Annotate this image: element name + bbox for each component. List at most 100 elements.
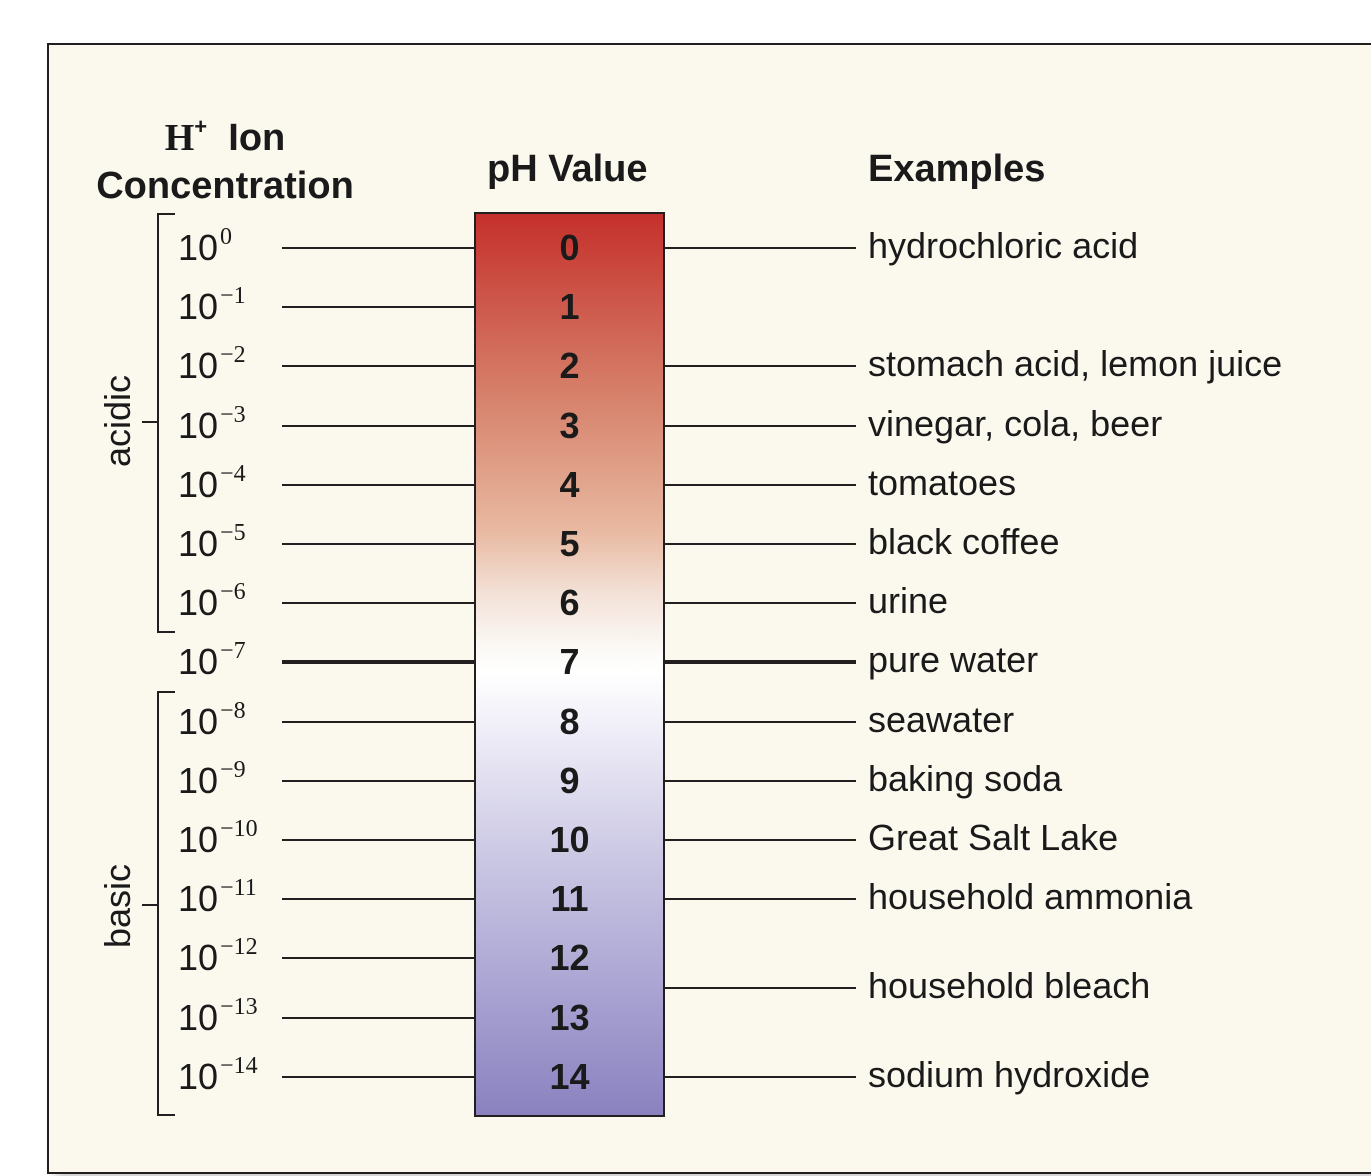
concentration-connector xyxy=(282,660,474,665)
h-symbol: H xyxy=(164,117,195,159)
example-connector xyxy=(665,483,856,486)
concentration-value: 10−12 xyxy=(178,934,258,983)
acidic-bracket-tick xyxy=(142,421,158,423)
ph-number: 10 xyxy=(549,819,590,860)
ph-number: 11 xyxy=(550,878,589,920)
concentration-base: 10 xyxy=(178,819,219,860)
concentration-connector xyxy=(282,720,474,723)
example-connector xyxy=(665,1075,856,1078)
acidic-label: acidic xyxy=(97,374,138,468)
concentration-exponent: −10 xyxy=(220,816,258,842)
concentration-exponent: −12 xyxy=(220,934,258,961)
example-label: hydrochloric acid xyxy=(868,225,1139,266)
concentration-base: 10 xyxy=(178,878,219,920)
example-label: Great Salt Lake xyxy=(868,817,1119,858)
example-label: tomatoes xyxy=(868,461,1017,503)
example-label: sodium hydroxide xyxy=(868,1053,1151,1095)
example-connector xyxy=(665,424,856,427)
concentration-exponent: −13 xyxy=(220,993,258,1020)
concentration-header: H+ Ion Concentration xyxy=(90,103,360,210)
example-label: seawater xyxy=(868,698,1015,740)
ph-number: 12 xyxy=(549,937,590,979)
example-connector xyxy=(665,602,856,605)
concentration-connector xyxy=(282,306,474,309)
basic-bracket-tick xyxy=(142,904,158,906)
example-connector xyxy=(665,720,856,723)
ph-scale-figure xyxy=(47,43,1371,1174)
concentration-base: 10 xyxy=(178,286,219,328)
concentration-connector xyxy=(282,247,474,249)
concentration-exponent: −14 xyxy=(220,1052,258,1079)
concentration-connector xyxy=(282,365,474,368)
example-label: pure water xyxy=(868,639,1039,681)
ph-gradient-bar xyxy=(474,212,665,1117)
concentration-base: 10 xyxy=(178,1055,219,1097)
concentration-connector xyxy=(282,1016,474,1019)
concentration-value: 10−1 xyxy=(178,283,246,332)
example-connector xyxy=(665,987,856,989)
concentration-value: 10−14 xyxy=(178,1053,258,1102)
concentration-value: 10−6 xyxy=(178,579,246,628)
example-connector xyxy=(665,365,856,368)
concentration-value: 10−11 xyxy=(178,875,257,924)
concentration-base: 10 xyxy=(178,937,219,979)
ph-number: 5 xyxy=(559,523,580,564)
concentration-exponent: 0 xyxy=(220,224,233,250)
concentration-base: 10 xyxy=(178,404,219,446)
concentration-value: 10−9 xyxy=(178,757,246,806)
concentration-value: 10−5 xyxy=(178,520,246,569)
concentration-connector xyxy=(282,543,474,545)
concentration-exponent: −3 xyxy=(220,401,246,428)
concentration-base: 10 xyxy=(178,582,219,624)
example-connector xyxy=(665,247,856,249)
example-connector xyxy=(665,779,856,782)
concentration-connector xyxy=(282,779,474,782)
concentration-base: 10 xyxy=(178,463,219,505)
concentration-exponent: −6 xyxy=(220,579,246,606)
example-connector xyxy=(665,543,856,545)
acidic-bracket xyxy=(157,213,175,633)
concentration-base: 10 xyxy=(178,700,219,742)
concentration-connector xyxy=(282,898,474,901)
concentration-exponent: −4 xyxy=(220,460,246,487)
concentration-exponent: −9 xyxy=(220,756,246,783)
concentration-value: 100 xyxy=(178,224,232,273)
ph-number: 14 xyxy=(549,1055,590,1097)
concentration-connector xyxy=(282,839,474,841)
concentration-value: 10−4 xyxy=(178,461,246,510)
example-connector xyxy=(665,898,856,901)
ph-number: 0 xyxy=(559,227,580,268)
concentration-base: 10 xyxy=(178,996,219,1038)
concentration-value: 10−10 xyxy=(178,816,258,865)
ph-number: 4 xyxy=(559,463,580,505)
ph-value-header: pH Value xyxy=(487,148,648,190)
ph-number: 2 xyxy=(559,345,580,387)
concentration-exponent: −7 xyxy=(220,638,246,665)
concentration-connector xyxy=(282,957,474,960)
ph-number: 9 xyxy=(559,759,580,801)
example-label: stomach acid, lemon juice xyxy=(868,343,1283,385)
concentration-base: 10 xyxy=(178,523,219,564)
ph-number: 3 xyxy=(559,404,580,446)
basic-label: basic xyxy=(97,863,138,949)
concentration-exponent: −11 xyxy=(220,875,257,902)
example-label: vinegar, cola, beer xyxy=(868,402,1163,444)
concentration-value: 10−13 xyxy=(178,994,258,1043)
ph-number: 13 xyxy=(549,996,590,1038)
concentration-value: 10−8 xyxy=(178,698,246,747)
ph-number: 6 xyxy=(559,582,580,624)
concentration-base: 10 xyxy=(178,759,219,801)
example-label: black coffee xyxy=(868,521,1060,562)
example-label: baking soda xyxy=(868,757,1063,799)
concentration-exponent: −1 xyxy=(220,283,246,310)
concentration-exponent: −8 xyxy=(220,697,246,724)
concentration-value: 10−7 xyxy=(178,638,246,687)
ph-number: 7 xyxy=(559,641,580,683)
example-connector xyxy=(665,839,856,841)
example-label: household bleach xyxy=(868,965,1151,1006)
concentration-connector xyxy=(282,602,474,605)
concentration-label: Concentration xyxy=(96,165,354,207)
ph-number: 8 xyxy=(559,700,580,742)
example-label: household ammonia xyxy=(868,876,1193,918)
concentration-base: 10 xyxy=(178,227,219,268)
